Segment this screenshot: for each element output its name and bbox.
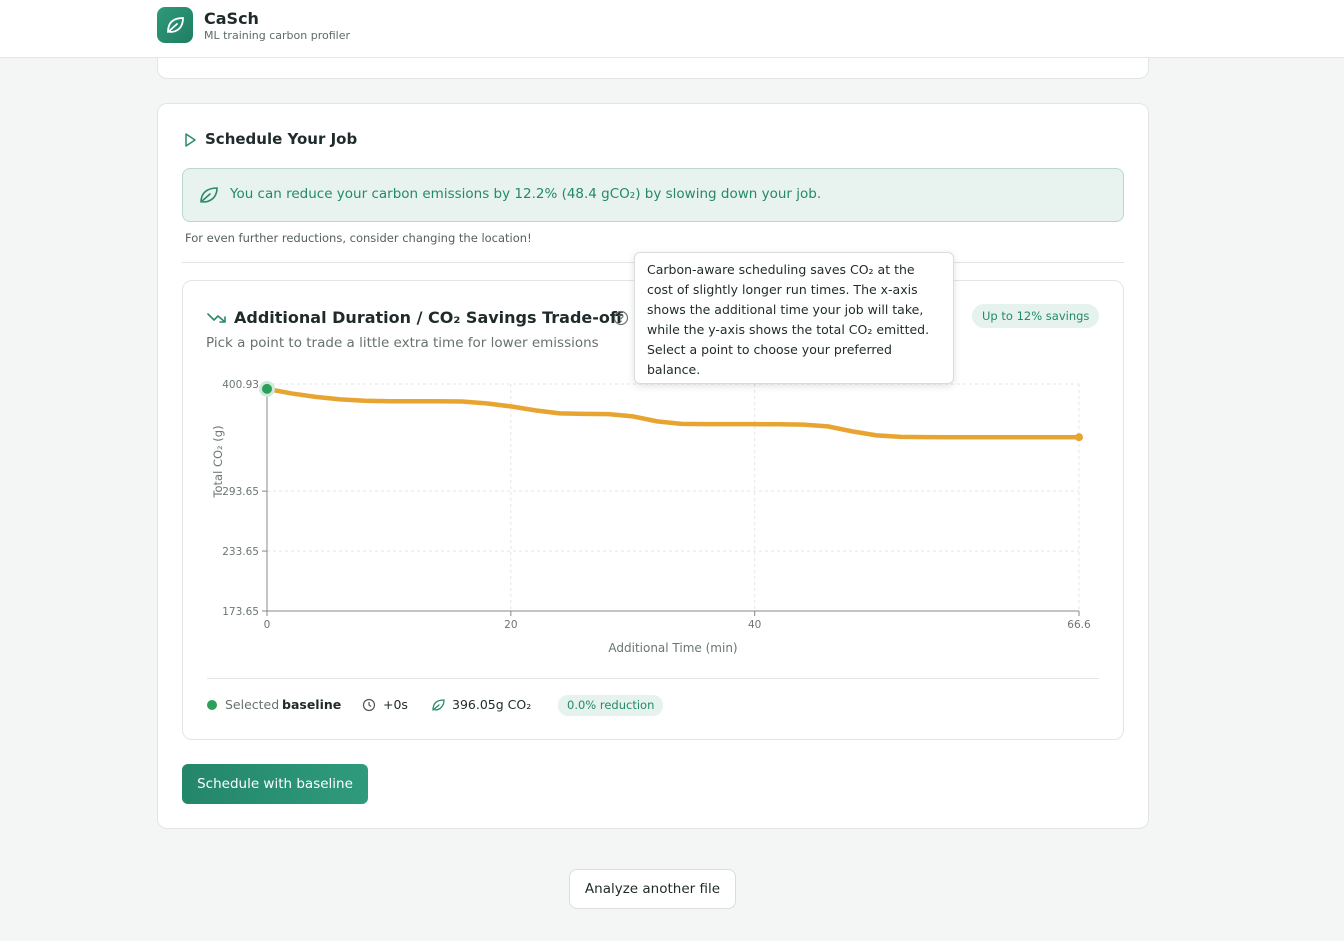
leaf-icon [167, 17, 184, 33]
selected-time: +0s [383, 697, 408, 712]
savings-badge: Up to 12% savings [972, 304, 1100, 328]
header: CaSch ML training carbon profiler [0, 0, 1344, 58]
note: For even further reductions, consider ch… [185, 231, 532, 245]
schedule-button[interactable]: Schedule with baseline [182, 764, 368, 804]
y-tick-label: 173.65 [222, 606, 259, 618]
leaf-icon [200, 187, 218, 203]
banner [182, 168, 1124, 222]
y-tick-label: 400.93 [222, 379, 259, 391]
selected-dot [207, 700, 217, 710]
tooltip: Carbon-aware scheduling saves CO₂ at the… [634, 252, 954, 384]
y-tick-label: 293.65 [222, 486, 259, 498]
chart: 173.65 233.65 293.65 400.93 0 20 40 66.6 Additio… [211, 379, 1091, 655]
analyze-button[interactable]: Analyze another file [569, 869, 736, 909]
leaf-icon [432, 699, 445, 711]
selected-point [259, 380, 275, 397]
brand-title: CaSch [204, 9, 259, 28]
x-tick-label: 20 [504, 619, 517, 631]
logo [157, 7, 193, 43]
line [264, 386, 1082, 440]
reduction-pill: 0.0% reduction [558, 695, 664, 716]
clock-icon [362, 698, 376, 712]
selected-co2: 396.05g CO₂ [452, 697, 532, 712]
x-tick-label: 66.6 [1067, 619, 1091, 631]
tradeoff-subtitle: Pick a point to trade a little extra tim… [206, 335, 599, 351]
tradeoff-title: Additional Duration / CO₂ Savings Trade-… [234, 308, 623, 327]
selected-label: Selected [225, 697, 280, 712]
divider [207, 678, 1099, 679]
brand-subtitle: ML training carbon profiler [204, 29, 350, 42]
end-point [1075, 433, 1083, 442]
x-axis-label: Additional Time (min) [608, 641, 737, 655]
play-icon [185, 133, 196, 147]
y-tick-label: 233.65 [222, 546, 259, 558]
x-tick-label: 0 [264, 619, 271, 631]
trend-icon [207, 313, 226, 323]
help-icon[interactable] [613, 310, 629, 326]
section-title: Schedule Your Job [205, 130, 358, 148]
x-tick-label: 40 [748, 619, 761, 631]
banner-text: You can reduce your carbon emissions by … [230, 186, 822, 202]
selected-name: baseline [282, 697, 342, 712]
y-axis-label: Total CO₂ (g) [211, 425, 225, 498]
